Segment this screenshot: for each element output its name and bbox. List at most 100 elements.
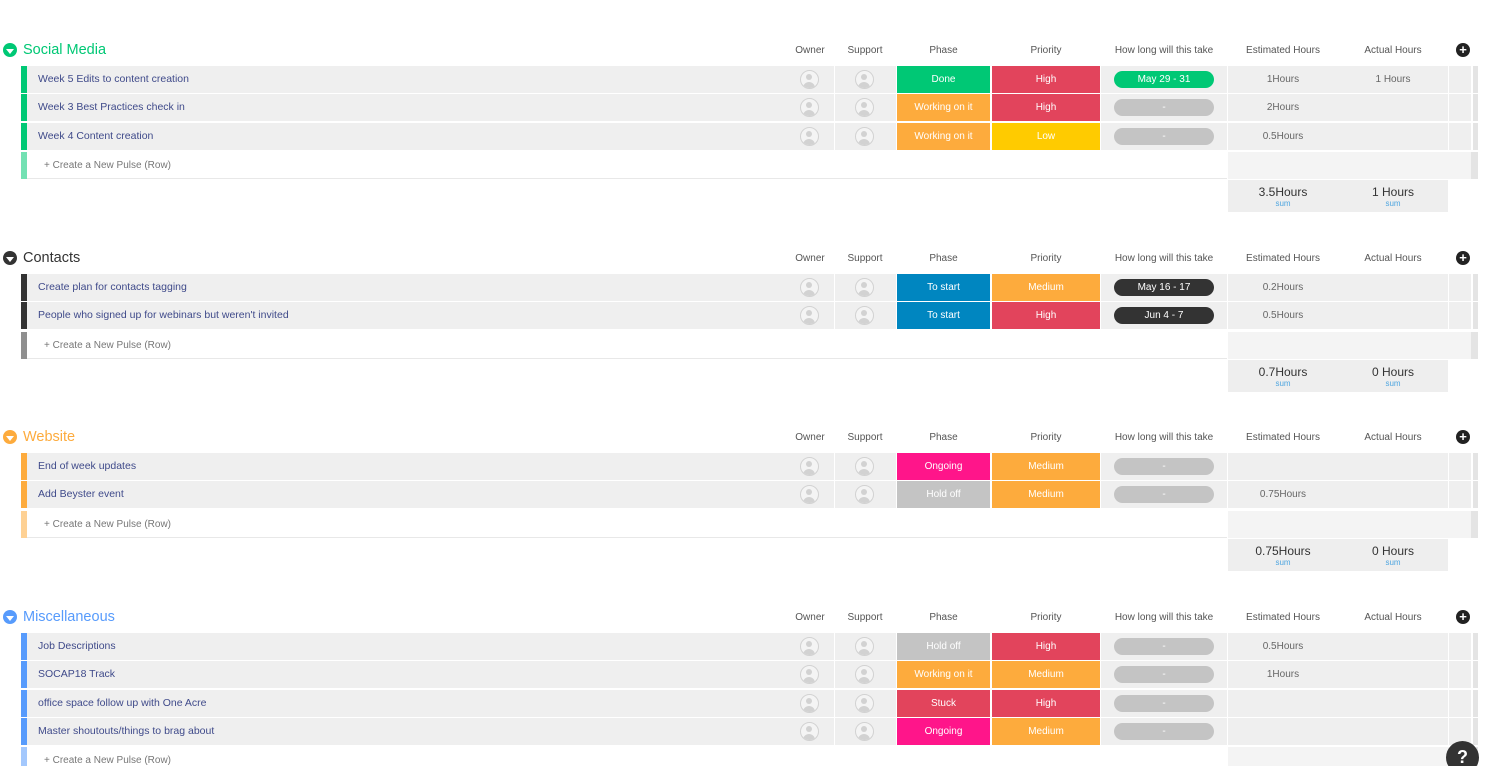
owner-avatar-icon[interactable]: [800, 485, 819, 505]
row-name[interactable]: People who signed up for webinars but we…: [27, 302, 787, 330]
timeline-pill[interactable]: Jun 4 - 7: [1114, 307, 1214, 325]
estimated-hours[interactable]: 0.5Hours: [1262, 641, 1304, 652]
priority-status[interactable]: Medium: [992, 717, 1100, 745]
priority-status[interactable]: Medium: [992, 274, 1100, 301]
timeline-pill[interactable]: -: [1114, 127, 1214, 145]
support-avatar-icon[interactable]: [855, 126, 874, 146]
priority-status[interactable]: High: [992, 302, 1100, 330]
support-avatar-icon[interactable]: [855, 457, 874, 476]
timeline-pill[interactable]: May 16 - 17: [1114, 279, 1214, 296]
column-header-support[interactable]: Support: [847, 432, 883, 443]
owner-avatar-icon[interactable]: [800, 70, 819, 89]
phase-status[interactable]: Working on it: [897, 661, 990, 689]
column-header-estimated[interactable]: Estimated Hours: [1246, 612, 1320, 623]
priority-status[interactable]: High: [992, 94, 1100, 122]
phase-status[interactable]: Hold off: [897, 481, 990, 509]
column-header-estimated[interactable]: Estimated Hours: [1246, 253, 1320, 264]
column-header-owner[interactable]: Owner: [795, 612, 825, 623]
row-name[interactable]: office space follow up with One Acre: [27, 689, 787, 717]
timeline-pill[interactable]: -: [1114, 694, 1214, 712]
group-title[interactable]: Miscellaneous: [23, 609, 115, 625]
priority-status[interactable]: High: [992, 689, 1100, 717]
owner-avatar-icon[interactable]: [800, 665, 819, 685]
column-header-phase[interactable]: Phase: [929, 45, 958, 56]
create-new-pulse-button[interactable]: + Create a New Pulse (Row): [27, 747, 1227, 766]
owner-avatar-icon[interactable]: [800, 721, 819, 741]
support-avatar-icon[interactable]: [855, 70, 874, 89]
timeline-pill[interactable]: -: [1114, 486, 1214, 504]
priority-status[interactable]: High: [992, 66, 1100, 93]
owner-avatar-icon[interactable]: [800, 306, 819, 326]
column-header-priority[interactable]: Priority: [1030, 612, 1062, 623]
add-column-icon[interactable]: +: [1456, 610, 1470, 624]
collapse-toggle-icon[interactable]: [3, 610, 17, 624]
column-header-actual[interactable]: Actual Hours: [1364, 45, 1422, 56]
column-header-timeline[interactable]: How long will this take: [1114, 612, 1214, 623]
actual-hours[interactable]: [1338, 123, 1448, 150]
column-header-priority[interactable]: Priority: [1030, 253, 1062, 264]
phase-status[interactable]: Ongoing: [897, 717, 990, 745]
owner-avatar-icon[interactable]: [800, 126, 819, 146]
support-avatar-icon[interactable]: [855, 485, 874, 505]
phase-status[interactable]: To start: [897, 274, 990, 301]
owner-avatar-icon[interactable]: [800, 637, 819, 656]
actual-hours[interactable]: 1 Hours: [1375, 74, 1411, 85]
create-new-pulse-button[interactable]: + Create a New Pulse (Row): [27, 152, 1227, 179]
group-title[interactable]: Website: [23, 429, 76, 445]
phase-status[interactable]: To start: [897, 302, 990, 330]
phase-status[interactable]: Working on it: [897, 94, 990, 122]
collapse-toggle-icon[interactable]: [3, 43, 17, 57]
timeline-pill[interactable]: -: [1114, 666, 1214, 684]
support-avatar-icon[interactable]: [855, 693, 874, 713]
column-header-actual[interactable]: Actual Hours: [1364, 432, 1422, 443]
estimated-hours[interactable]: 0.5Hours: [1262, 310, 1304, 322]
column-header-phase[interactable]: Phase: [929, 432, 958, 443]
estimated-hours[interactable]: 2Hours: [1266, 102, 1300, 114]
actual-hours[interactable]: [1338, 481, 1448, 508]
estimated-hours[interactable]: 0.5Hours: [1262, 130, 1304, 142]
timeline-pill[interactable]: -: [1114, 722, 1214, 740]
column-header-priority[interactable]: Priority: [1030, 45, 1062, 56]
support-avatar-icon[interactable]: [855, 98, 874, 118]
estimated-hours[interactable]: 1Hours: [1266, 669, 1300, 681]
row-name[interactable]: Week 5 Edits to content creation: [27, 66, 787, 93]
estimated-hours[interactable]: [1228, 690, 1338, 717]
estimated-hours[interactable]: 0.75Hours: [1259, 489, 1307, 501]
estimated-hours[interactable]: 1Hours: [1266, 74, 1300, 85]
column-header-phase[interactable]: Phase: [929, 612, 958, 623]
owner-avatar-icon[interactable]: [800, 278, 819, 297]
column-header-actual[interactable]: Actual Hours: [1364, 253, 1422, 264]
timeline-pill[interactable]: -: [1114, 99, 1214, 117]
column-header-owner[interactable]: Owner: [795, 432, 825, 443]
collapse-toggle-icon[interactable]: [3, 251, 17, 265]
add-column-icon[interactable]: +: [1456, 251, 1470, 265]
owner-avatar-icon[interactable]: [800, 693, 819, 713]
timeline-pill[interactable]: -: [1114, 638, 1214, 655]
row-name[interactable]: Create plan for contacts tagging: [27, 274, 787, 301]
support-avatar-icon[interactable]: [855, 306, 874, 326]
actual-hours[interactable]: [1338, 690, 1448, 717]
row-name[interactable]: Master shoutouts/things to brag about: [27, 717, 787, 745]
row-name[interactable]: Week 4 Content creation: [27, 122, 787, 150]
phase-status[interactable]: Ongoing: [897, 453, 990, 480]
row-name[interactable]: SOCAP18 Track: [27, 661, 787, 689]
column-header-timeline[interactable]: How long will this take: [1114, 253, 1214, 264]
phase-status[interactable]: Done: [897, 66, 990, 93]
estimated-hours[interactable]: [1228, 718, 1338, 745]
column-header-owner[interactable]: Owner: [795, 45, 825, 56]
help-button[interactable]: ?: [1446, 741, 1479, 766]
column-header-support[interactable]: Support: [847, 253, 883, 264]
timeline-pill[interactable]: May 29 - 31: [1114, 71, 1214, 88]
collapse-toggle-icon[interactable]: [3, 430, 17, 444]
priority-status[interactable]: Medium: [992, 453, 1100, 480]
timeline-pill[interactable]: -: [1114, 458, 1214, 475]
phase-status[interactable]: Stuck: [897, 689, 990, 717]
row-name[interactable]: Add Beyster event: [27, 481, 787, 509]
actual-hours[interactable]: [1338, 453, 1448, 480]
phase-status[interactable]: Working on it: [897, 122, 990, 150]
column-header-owner[interactable]: Owner: [795, 253, 825, 264]
actual-hours[interactable]: [1338, 633, 1448, 660]
create-new-pulse-button[interactable]: + Create a New Pulse (Row): [27, 332, 1227, 359]
priority-status[interactable]: Medium: [992, 481, 1100, 509]
phase-status[interactable]: Hold off: [897, 633, 990, 660]
